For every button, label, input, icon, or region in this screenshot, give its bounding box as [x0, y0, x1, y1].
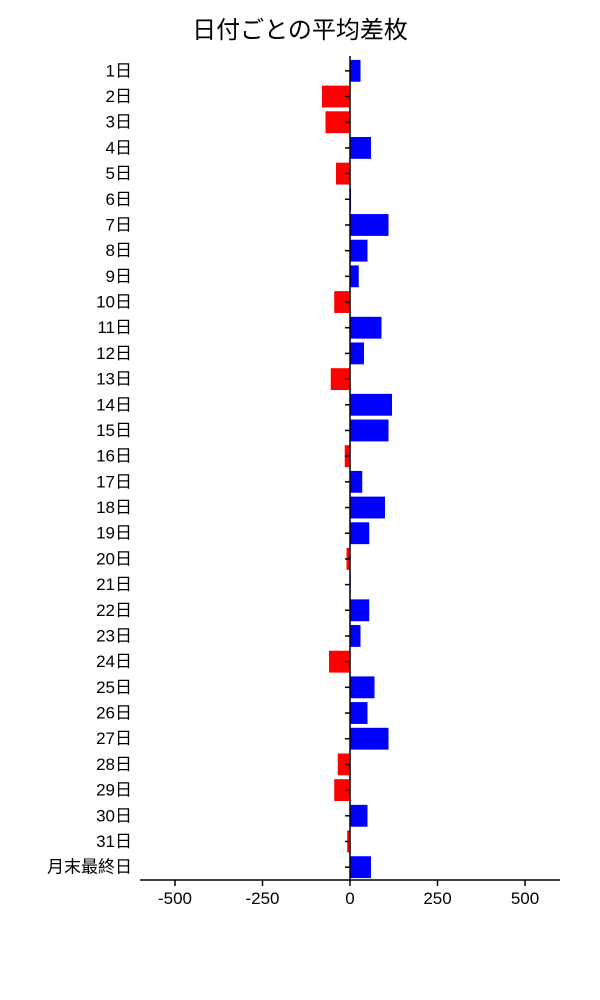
bar — [350, 265, 359, 287]
y-tick-label: 22日 — [96, 601, 132, 620]
y-tick-label: 31日 — [96, 832, 132, 851]
y-tick-label: 12日 — [96, 344, 132, 363]
bar — [350, 676, 375, 698]
y-tick-label: 月末最終日 — [47, 858, 132, 877]
bar — [350, 728, 389, 750]
y-tick-label: 24日 — [96, 652, 132, 671]
y-tick-label: 14日 — [96, 395, 132, 414]
y-tick-label: 18日 — [96, 498, 132, 517]
bar — [350, 342, 364, 364]
x-tick-label: -250 — [245, 889, 279, 908]
y-tick-label: 30日 — [96, 806, 132, 825]
bar — [350, 394, 392, 416]
y-tick-label: 6日 — [106, 190, 132, 209]
bar — [350, 137, 371, 159]
x-tick-label: 0 — [345, 889, 354, 908]
y-tick-label: 17日 — [96, 472, 132, 491]
bar — [350, 599, 369, 621]
bar — [350, 497, 385, 519]
y-tick-label: 2日 — [106, 87, 132, 106]
y-tick-label: 19日 — [96, 524, 132, 543]
y-tick-label: 20日 — [96, 549, 132, 568]
bar — [350, 702, 368, 724]
y-tick-label: 15日 — [96, 421, 132, 440]
y-tick-label: 28日 — [96, 755, 132, 774]
y-tick-label: 26日 — [96, 704, 132, 723]
bar — [350, 805, 368, 827]
x-tick-label: -500 — [158, 889, 192, 908]
y-tick-label: 13日 — [96, 370, 132, 389]
chart-container: 日付ごとの平均差枚 1日 2日 3日 4日 5日 6日 7日 8日 9日 10日 11日 12日 13日… — [0, 0, 600, 1000]
y-tick-label: 3日 — [106, 113, 132, 132]
y-tick-label: 21日 — [96, 575, 132, 594]
bar — [350, 240, 368, 262]
bar — [350, 420, 389, 442]
y-tick-label: 11日 — [97, 318, 132, 337]
x-tick-label: 250 — [423, 889, 451, 908]
plot-area: 1日 2日 3日 4日 5日 6日 7日 8日 9日 10日 11日 12日 13日 14日 15日 16日 1… — [0, 50, 560, 920]
y-tick-label: 10日 — [96, 293, 132, 312]
bar — [350, 214, 389, 236]
y-tick-label: 27日 — [96, 729, 132, 748]
y-tick-label: 16日 — [96, 447, 132, 466]
y-tick-label: 8日 — [106, 241, 132, 260]
bar — [350, 471, 362, 493]
bar — [350, 60, 361, 82]
y-tick-label: 1日 — [106, 61, 132, 80]
y-tick-label: 29日 — [96, 781, 132, 800]
bar — [350, 317, 382, 339]
y-tick-label: 25日 — [96, 678, 132, 697]
bar — [350, 625, 361, 647]
x-tick-label: 500 — [511, 889, 539, 908]
bar — [350, 522, 369, 544]
y-tick-label: 23日 — [96, 626, 132, 645]
y-tick-label: 4日 — [106, 138, 132, 157]
chart-title: 日付ごとの平均差枚 — [0, 10, 600, 45]
bar — [350, 856, 371, 878]
y-tick-label: 5日 — [106, 164, 132, 183]
y-tick-label: 7日 — [106, 215, 132, 234]
y-tick-label: 9日 — [106, 267, 132, 286]
